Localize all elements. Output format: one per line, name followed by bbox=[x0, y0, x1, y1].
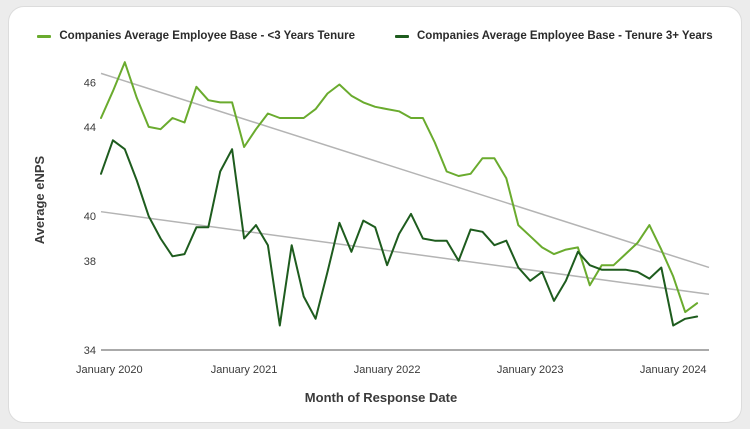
trend-line-long-tenure bbox=[100, 210, 710, 295]
y-axis-ticks: 34 38 40 44 46 bbox=[84, 77, 96, 357]
legend-swatch-short-tenure bbox=[37, 34, 52, 38]
x-axis-ticks: January 2020 January 2021 January 2022 Janu… bbox=[76, 364, 707, 376]
legend-item-long-tenure[interactable]: Companies Average Employee Base - Tenure… bbox=[395, 30, 713, 42]
x-tick-label: January 2020 bbox=[76, 364, 143, 376]
y-axis-title: Average eNPS bbox=[32, 155, 47, 244]
trend-lines bbox=[100, 72, 710, 295]
legend-label-long-tenure: Companies Average Employee Base - Tenure… bbox=[417, 30, 713, 42]
y-tick-label: 46 bbox=[84, 77, 96, 89]
x-tick-label: January 2022 bbox=[354, 364, 421, 376]
legend-label-short-tenure: Companies Average Employee Base - <3 Yea… bbox=[59, 30, 355, 42]
legend: Companies Average Employee Base - <3 Yea… bbox=[0, 30, 750, 42]
y-tick-label: 40 bbox=[84, 211, 96, 223]
y-tick-label: 44 bbox=[84, 122, 96, 134]
x-axis-title: Month of Response Date bbox=[305, 390, 457, 405]
x-tick-label: January 2021 bbox=[211, 364, 278, 376]
series-lines bbox=[100, 61, 699, 327]
x-tick-label: January 2023 bbox=[497, 364, 564, 376]
x-tick-label: January 2024 bbox=[640, 364, 707, 376]
trend-line-short-tenure bbox=[100, 72, 710, 269]
legend-item-short-tenure[interactable]: Companies Average Employee Base - <3 Yea… bbox=[37, 30, 355, 42]
series-line-long-tenure[interactable] bbox=[100, 139, 699, 327]
y-tick-label: 38 bbox=[84, 256, 96, 268]
chart-card bbox=[8, 6, 742, 423]
series-line-short-tenure[interactable] bbox=[100, 61, 699, 314]
y-tick-label: 34 bbox=[84, 345, 96, 357]
legend-swatch-long-tenure bbox=[395, 34, 409, 38]
